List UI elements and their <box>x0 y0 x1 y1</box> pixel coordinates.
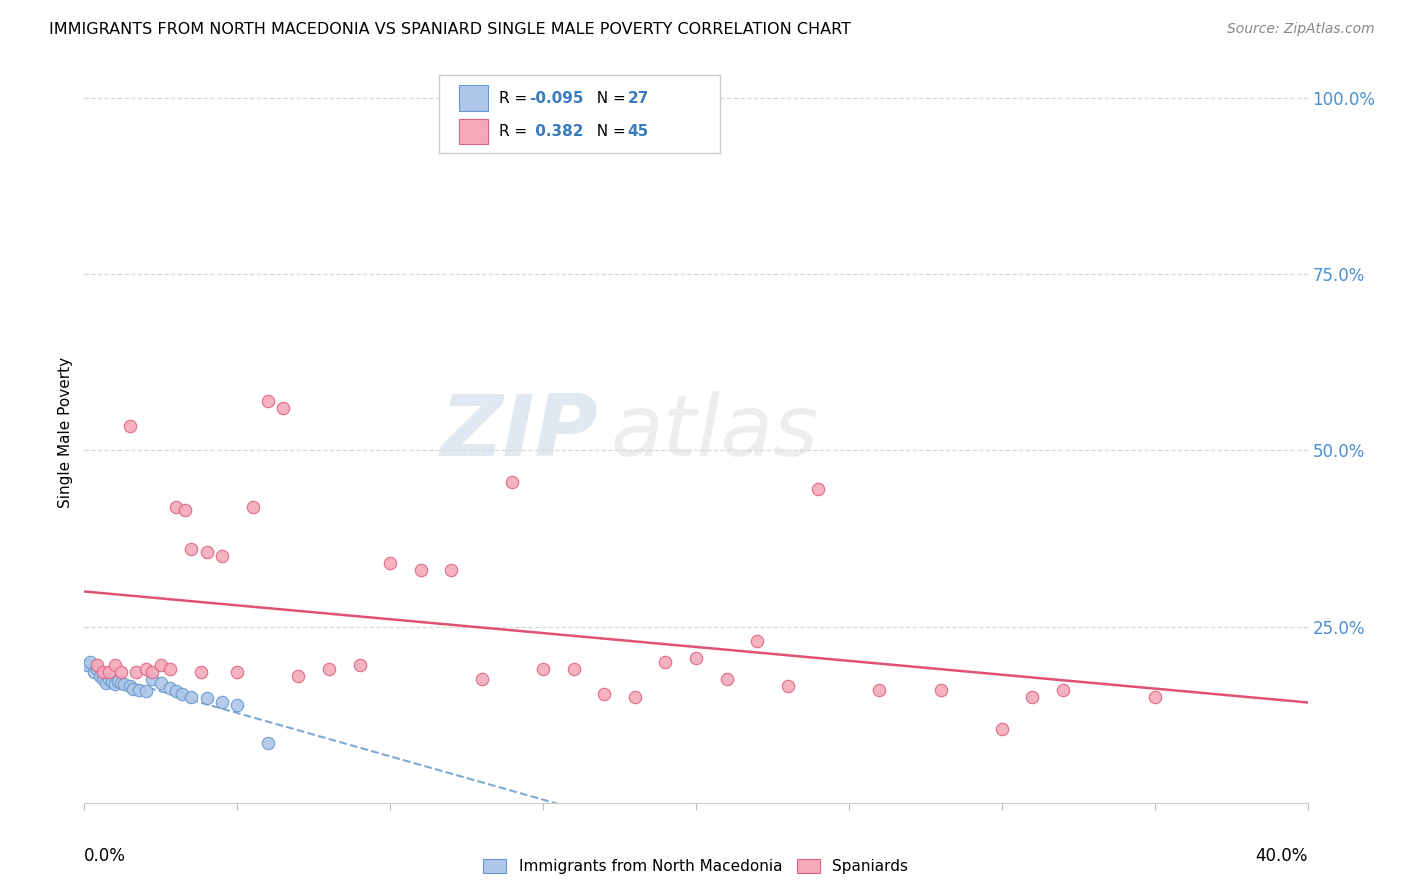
Point <box>107 673 129 688</box>
Point <box>141 665 163 680</box>
Point <box>91 673 114 687</box>
Point <box>869 683 891 698</box>
Point <box>174 503 197 517</box>
Point <box>86 662 108 676</box>
Point <box>125 665 148 680</box>
Point <box>190 665 212 680</box>
Point <box>471 673 494 687</box>
Point <box>89 669 111 683</box>
Point <box>135 684 157 698</box>
Point <box>929 683 952 698</box>
Point <box>159 662 181 676</box>
Point <box>440 563 463 577</box>
Point <box>380 556 402 570</box>
Text: N =: N = <box>588 91 631 105</box>
FancyBboxPatch shape <box>458 86 488 111</box>
Point <box>165 500 187 514</box>
Point <box>112 677 135 691</box>
Point <box>531 662 554 676</box>
Point <box>502 475 524 489</box>
Point <box>86 658 108 673</box>
Point <box>776 680 799 694</box>
Point <box>94 676 117 690</box>
Text: IMMIGRANTS FROM NORTH MACEDONIA VS SPANIARD SINGLE MALE POVERTY CORRELATION CHAR: IMMIGRANTS FROM NORTH MACEDONIA VS SPANI… <box>49 22 851 37</box>
Text: R =: R = <box>499 124 531 139</box>
Point <box>409 563 432 577</box>
Point <box>120 418 142 433</box>
Point <box>97 673 120 687</box>
Point <box>287 669 309 683</box>
Point <box>226 665 249 680</box>
Point <box>318 662 340 676</box>
Point <box>226 698 249 713</box>
Point <box>211 549 233 563</box>
Point <box>242 500 264 514</box>
Point <box>76 658 98 673</box>
Point <box>1021 690 1043 704</box>
Point <box>141 673 163 687</box>
Point <box>685 651 707 665</box>
Point <box>159 681 181 695</box>
Point <box>83 665 105 680</box>
FancyBboxPatch shape <box>439 75 720 153</box>
Text: 0.0%: 0.0% <box>84 847 127 865</box>
Text: atlas: atlas <box>610 391 818 475</box>
Point <box>110 676 132 690</box>
Text: ZIP: ZIP <box>440 391 598 475</box>
Point <box>120 680 142 694</box>
Point <box>79 655 101 669</box>
Point <box>1052 683 1074 698</box>
Point <box>195 691 218 706</box>
Legend: Immigrants from North Macedonia, Spaniards: Immigrants from North Macedonia, Spaniar… <box>477 853 915 880</box>
Point <box>172 686 194 700</box>
Point <box>747 633 769 648</box>
Point <box>257 736 280 750</box>
Point <box>128 683 150 698</box>
Point <box>211 695 233 709</box>
Point <box>349 658 371 673</box>
Point <box>1143 690 1166 704</box>
Point <box>180 541 202 556</box>
Point <box>257 393 280 408</box>
Point <box>624 690 647 704</box>
Text: 40.0%: 40.0% <box>1256 847 1308 865</box>
Point <box>807 482 830 496</box>
Text: 0.382: 0.382 <box>530 124 583 139</box>
FancyBboxPatch shape <box>458 119 488 145</box>
Point <box>271 401 294 415</box>
Point <box>135 662 157 676</box>
Point <box>104 658 127 673</box>
Point <box>593 686 616 700</box>
Point <box>149 658 172 673</box>
Point <box>149 676 172 690</box>
Text: R =: R = <box>499 91 531 105</box>
Point <box>562 662 585 676</box>
Point <box>101 674 124 689</box>
Text: N =: N = <box>588 124 631 139</box>
Point <box>716 673 738 687</box>
Text: -0.095: -0.095 <box>530 91 583 105</box>
Point <box>91 665 114 680</box>
Point <box>195 545 218 559</box>
Point <box>654 655 676 669</box>
Point <box>122 681 145 696</box>
Point <box>110 665 132 680</box>
Y-axis label: Single Male Poverty: Single Male Poverty <box>58 357 73 508</box>
Text: 27: 27 <box>627 91 648 105</box>
Point <box>104 677 127 691</box>
Text: Source: ZipAtlas.com: Source: ZipAtlas.com <box>1227 22 1375 37</box>
Point <box>97 665 120 680</box>
Text: 45: 45 <box>627 124 648 139</box>
Point <box>991 722 1014 736</box>
Point <box>165 684 187 698</box>
Point <box>180 690 202 704</box>
